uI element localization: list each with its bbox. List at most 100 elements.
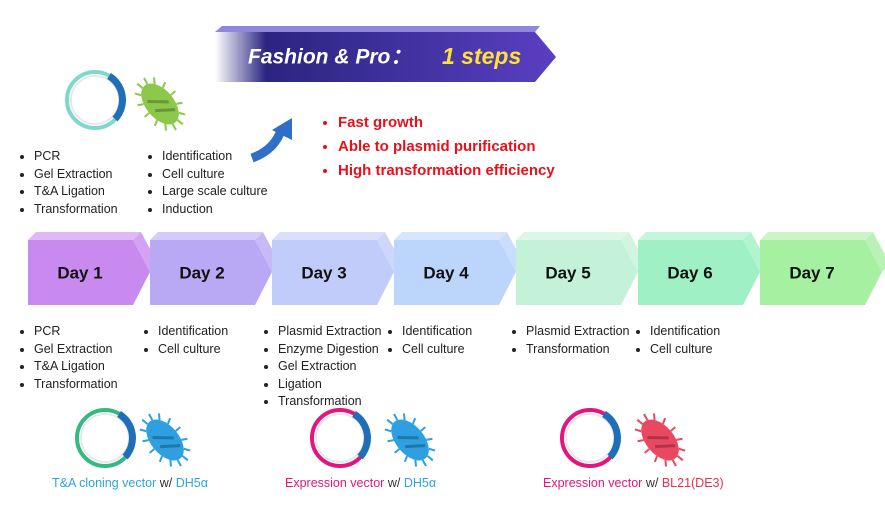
- list-item: Gel Extraction: [34, 166, 118, 184]
- day-arrow: [516, 240, 638, 305]
- benefits: Fast growthAble to plasmid purificationH…: [318, 111, 555, 183]
- day-label: Day 6: [667, 263, 712, 282]
- banner-highlight: 1 steps: [442, 43, 521, 69]
- flagellum: [634, 428, 642, 433]
- flagellum: [134, 92, 142, 97]
- plasmid-inner: [315, 413, 365, 463]
- caption: T&A cloning vector w/ DH5α: [52, 476, 208, 490]
- flagellum: [653, 455, 658, 463]
- bacterium-icon: [139, 413, 191, 467]
- flagellum: [149, 448, 155, 454]
- list-item: Cell culture: [650, 341, 720, 359]
- plasmid-insert: [117, 411, 136, 460]
- day-label: Day 2: [179, 263, 224, 282]
- day-arrow: [394, 240, 516, 305]
- list-item: Cell culture: [402, 341, 472, 359]
- flagellum: [678, 447, 686, 452]
- list-item: Transformation: [34, 201, 118, 219]
- flagellum: [157, 413, 161, 421]
- flagellum: [403, 455, 408, 463]
- day-arrow: [28, 240, 150, 305]
- plasmid-inner: [80, 413, 130, 463]
- day-arrow: [150, 240, 272, 305]
- bacterium-stripe: [647, 435, 676, 449]
- bacterium-body: [391, 419, 429, 461]
- plasmid-insert: [352, 411, 371, 460]
- flagellum: [170, 90, 176, 96]
- flagellum: [176, 459, 182, 467]
- host-name: DH5α: [175, 476, 208, 490]
- flagellum: [393, 413, 399, 421]
- flagellum: [420, 426, 426, 432]
- banner-arrow: [215, 32, 556, 82]
- list-item: PCR: [34, 323, 118, 341]
- list-item: Identification: [158, 323, 228, 341]
- flagellum: [421, 459, 427, 467]
- flagellum: [167, 417, 172, 425]
- flagellum: [176, 101, 183, 105]
- with-word: w/: [159, 476, 173, 490]
- list-item: PCR: [34, 148, 118, 166]
- flagellum: [662, 417, 667, 425]
- flagellum: [676, 437, 683, 441]
- day-label: Day 5: [545, 263, 590, 282]
- banner-title: Fashion & Pro：: [248, 46, 411, 69]
- host-name: DH5α: [403, 476, 437, 490]
- day-label: Day 3: [301, 263, 346, 282]
- day-arrow-top: [150, 232, 263, 240]
- flagellum: [162, 81, 167, 89]
- bullet-list: PCRGel ExtractionT&A LigationTransformat…: [22, 323, 118, 393]
- plasmid-insert: [602, 411, 621, 460]
- list-item: Identification: [162, 148, 268, 166]
- bacterium-body: [141, 83, 179, 125]
- banner-top: [215, 26, 540, 32]
- plasmid-inner: [70, 75, 120, 125]
- day-arrow-top: [394, 232, 507, 240]
- bacterium-stripe: [397, 435, 426, 449]
- flagellum: [137, 103, 144, 107]
- caption: Expression vector w/ DH5α: [285, 476, 436, 490]
- list-item: Identification: [650, 323, 720, 341]
- list-item: Identification: [402, 323, 472, 341]
- flagellum: [164, 123, 168, 131]
- day-arrow-top: [272, 232, 385, 240]
- bullet-list: Plasmid ExtractionTransformation: [514, 323, 630, 358]
- day-label: Day 1: [57, 263, 102, 282]
- flagellum: [178, 111, 186, 116]
- flagellum: [428, 447, 436, 452]
- flagellum: [676, 455, 684, 462]
- list-item: Plasmid Extraction: [278, 323, 382, 341]
- bacterium-stripe: [152, 435, 181, 449]
- flagellum: [142, 439, 149, 443]
- plasmid-inner: [565, 413, 615, 463]
- day-arrow-top: [760, 232, 873, 240]
- day-arrow-top: [638, 232, 751, 240]
- list-item: Ligation: [278, 376, 382, 394]
- bullet-list: IdentificationCell culture: [390, 323, 472, 358]
- day-arrow: [272, 240, 394, 305]
- list-item: Transformation: [526, 341, 630, 359]
- bacterium-body: [146, 419, 184, 461]
- flagellum: [152, 77, 156, 85]
- bullet-list: IdentificationCell culture: [146, 323, 228, 358]
- host-name: BL21(DE3): [661, 476, 724, 490]
- flagellum: [387, 439, 394, 443]
- flagellum: [153, 119, 158, 127]
- flagellum: [394, 448, 400, 454]
- list-item: Gel Extraction: [278, 358, 382, 376]
- day-arrow-top: [28, 232, 141, 240]
- bullet-list: IdentificationCell cultureLarge scale cu…: [150, 148, 268, 218]
- list-item: Induction: [162, 201, 268, 219]
- flagellum: [175, 426, 181, 432]
- flagellum: [169, 459, 173, 467]
- list-item: Transformation: [34, 376, 118, 394]
- bacterium-body: [641, 419, 679, 461]
- bullet-list: PCRGel ExtractionT&A LigationTransformat…: [22, 148, 118, 218]
- bullet-list: IdentificationCell culture: [638, 323, 720, 358]
- flagellum: [671, 459, 677, 467]
- flagellum: [414, 459, 418, 467]
- flagellum: [652, 413, 656, 421]
- flagellum: [426, 437, 433, 441]
- plasmid-insert: [107, 73, 126, 122]
- list-item: Cell culture: [162, 166, 268, 184]
